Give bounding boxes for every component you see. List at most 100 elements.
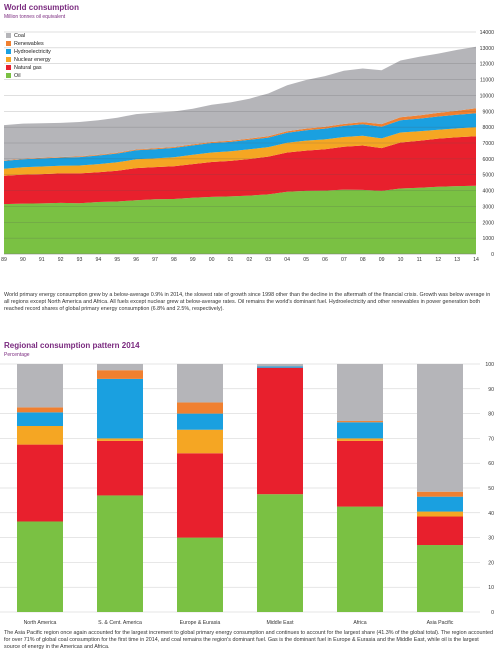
y-tick-label: 40 bbox=[488, 511, 494, 517]
y-tick-label: 100 bbox=[485, 362, 494, 368]
x-tick-label: 00 bbox=[209, 257, 215, 263]
y-tick-label: 7000 bbox=[482, 141, 494, 147]
y-tick-label: 12000 bbox=[480, 62, 495, 68]
category-label: North America bbox=[24, 620, 57, 626]
x-tick-label: 96 bbox=[133, 257, 139, 263]
bar-segment-coal bbox=[337, 364, 383, 422]
y-tick-label: 10000 bbox=[480, 93, 495, 99]
x-tick-label: 14 bbox=[473, 257, 479, 263]
y-tick-label: 30 bbox=[488, 536, 494, 542]
area-series-oil bbox=[4, 185, 476, 254]
x-tick-label: 11 bbox=[417, 257, 422, 263]
bar-segment-gas bbox=[17, 444, 63, 522]
x-tick-label: 10 bbox=[398, 257, 404, 263]
y-tick-label: 20 bbox=[488, 560, 494, 566]
bar-segment-coal bbox=[417, 364, 463, 492]
world-consumption-subtitle: Million tonnes oil equivalent bbox=[4, 14, 66, 20]
legend-swatch bbox=[6, 65, 11, 70]
y-tick-label: 9000 bbox=[482, 109, 494, 115]
bar-segment-oil bbox=[257, 494, 303, 612]
bar-segment-hydro bbox=[17, 412, 63, 426]
bar-segment-gas bbox=[97, 440, 143, 496]
x-tick-label: 04 bbox=[284, 257, 290, 263]
y-tick-label: 10 bbox=[488, 585, 494, 591]
y-tick-label: 50 bbox=[488, 486, 494, 492]
bar-segment-coal bbox=[257, 364, 303, 367]
area-series-coal bbox=[4, 46, 476, 161]
regional-pattern-title: Regional consumption pattern 2014 bbox=[4, 341, 140, 350]
regional-pattern-subtitle: Percentage bbox=[4, 352, 30, 358]
bar-segment-renewables bbox=[177, 402, 223, 414]
bar-segment-nuclear bbox=[417, 511, 463, 517]
bar-segment-nuclear bbox=[97, 438, 143, 441]
bar-segment-hydro bbox=[417, 496, 463, 512]
legend-swatch bbox=[6, 41, 11, 46]
legend-item-oil: Oil bbox=[6, 73, 21, 79]
legend-label: Coal bbox=[14, 33, 26, 39]
x-tick-label: 12 bbox=[435, 257, 441, 263]
x-tick-label: 89 bbox=[1, 257, 7, 263]
x-tick-label: 08 bbox=[360, 257, 366, 263]
legend-item-nuclear: Nuclear energy bbox=[6, 57, 51, 63]
bar-segment-gas bbox=[417, 516, 463, 546]
y-tick-label: 1000 bbox=[482, 236, 494, 242]
x-tick-label: 02 bbox=[247, 257, 253, 263]
x-tick-label: 93 bbox=[77, 257, 83, 263]
y-tick-label: 60 bbox=[488, 461, 494, 467]
legend-label: Oil bbox=[14, 73, 21, 79]
y-tick-label: 14000 bbox=[480, 30, 495, 36]
legend-label: Natural gas bbox=[14, 65, 42, 71]
bar-segment-renewables bbox=[417, 491, 463, 497]
y-tick-label: 90 bbox=[488, 387, 494, 393]
category-label: Africa bbox=[353, 620, 366, 626]
x-tick-label: 05 bbox=[303, 257, 309, 263]
category-label: Asia Pacific bbox=[427, 620, 454, 626]
y-tick-label: 5000 bbox=[482, 173, 494, 179]
bar-segment-oil bbox=[17, 521, 63, 612]
bar-segment-oil bbox=[337, 506, 383, 612]
world-consumption-caption: World primary energy consumption grew by… bbox=[4, 292, 491, 313]
x-tick-label: 97 bbox=[152, 257, 158, 263]
bar-segment-hydro bbox=[97, 378, 143, 439]
world-consumption-title: World consumption bbox=[4, 3, 79, 12]
x-tick-label: 94 bbox=[96, 257, 102, 263]
legend-swatch bbox=[6, 33, 11, 38]
legend-swatch bbox=[6, 73, 11, 78]
x-tick-label: 95 bbox=[114, 257, 120, 263]
bar-segment-gas bbox=[257, 367, 303, 495]
legend-item-gas: Natural gas bbox=[6, 65, 42, 71]
x-tick-label: 03 bbox=[265, 257, 271, 263]
category-label: S. & Cent. America bbox=[98, 620, 142, 626]
regional-pattern-caption: The Asia Pacific region once again accou… bbox=[4, 630, 493, 651]
area-series-gas bbox=[4, 136, 476, 205]
x-tick-label: 13 bbox=[454, 257, 460, 263]
bar-segment-hydro bbox=[337, 422, 383, 439]
y-tick-label: 3000 bbox=[482, 204, 494, 210]
category-label: Middle East bbox=[266, 620, 294, 626]
y-tick-label: 4000 bbox=[482, 189, 494, 195]
bar-segment-oil bbox=[417, 545, 463, 612]
y-tick-label: 2000 bbox=[482, 220, 494, 226]
y-tick-label: 0 bbox=[491, 252, 494, 258]
bar-segment-gas bbox=[177, 453, 223, 538]
legend-item-hydro: Hydroelectricity bbox=[6, 49, 51, 55]
bar-segment-renewables bbox=[17, 407, 63, 413]
bar-segment-hydro bbox=[257, 366, 303, 368]
legend-swatch bbox=[6, 49, 11, 54]
y-tick-label: 8000 bbox=[482, 125, 494, 131]
legend-label: Renewables bbox=[14, 41, 44, 47]
y-tick-label: 0 bbox=[491, 610, 494, 616]
x-tick-label: 92 bbox=[58, 257, 64, 263]
x-tick-label: 06 bbox=[322, 257, 328, 263]
x-tick-label: 98 bbox=[171, 257, 177, 263]
bar-segment-nuclear bbox=[17, 426, 63, 445]
legend-item-renewables: Renewables bbox=[6, 41, 44, 47]
legend-item-coal: Coal bbox=[6, 33, 25, 39]
bar-segment-gas bbox=[337, 440, 383, 507]
area-series-nuclear bbox=[4, 127, 476, 176]
bar-segment-coal bbox=[177, 364, 223, 403]
x-tick-label: 90 bbox=[20, 257, 26, 263]
bar-segment-hydro bbox=[177, 413, 223, 430]
x-tick-label: 99 bbox=[190, 257, 196, 263]
y-tick-label: 80 bbox=[488, 412, 494, 418]
